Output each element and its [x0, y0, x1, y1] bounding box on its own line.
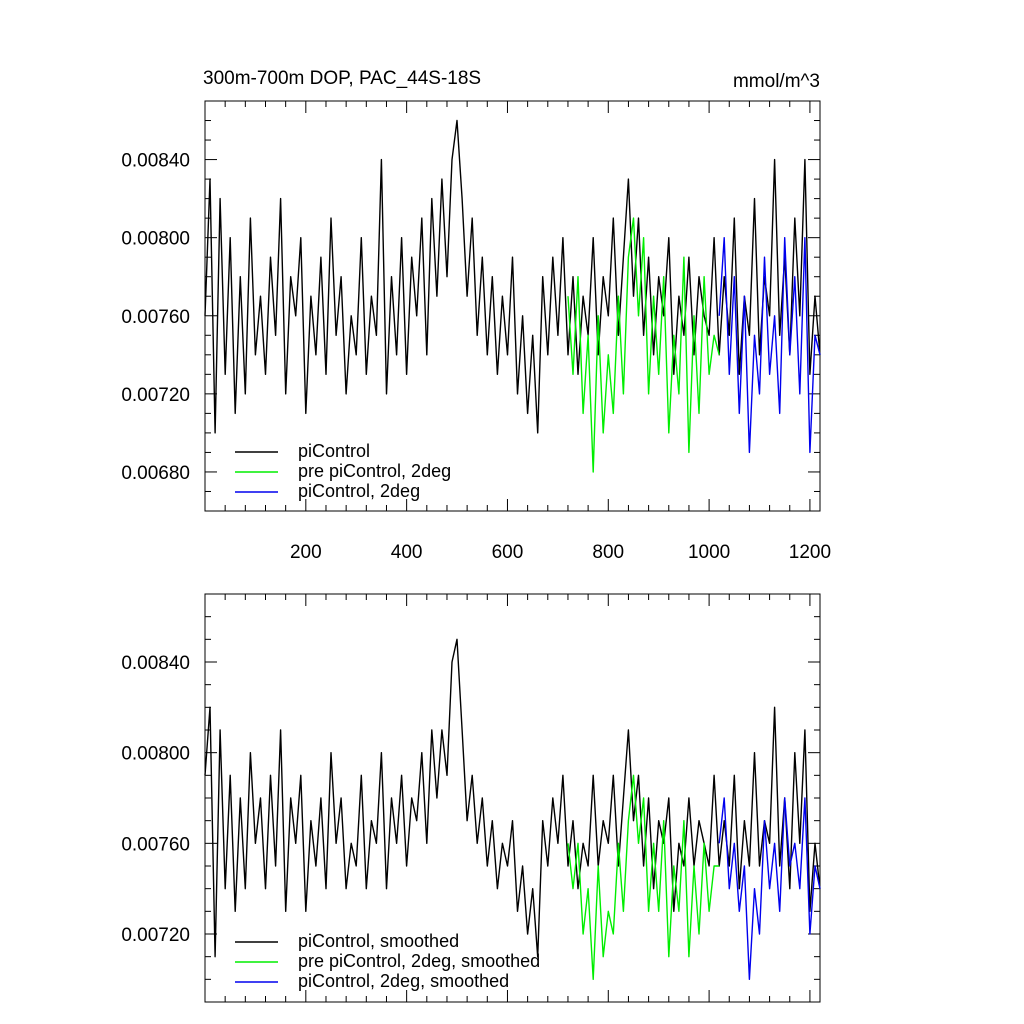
y-tick-label: 0.00680 [121, 463, 190, 484]
series-line-1 [567, 774, 720, 980]
series-line-1 [567, 217, 720, 473]
legend-label: pre piControl, 2deg [298, 461, 451, 481]
y-tick-label: 0.00760 [121, 307, 190, 328]
y-tick-label: 0.00840 [121, 653, 190, 674]
y-tick-label: 0.00760 [121, 834, 190, 855]
x-tick-label: 600 [492, 542, 524, 563]
x-tick-label: 200 [290, 542, 322, 563]
series-line-2 [718, 797, 821, 980]
y-tick-label: 0.00800 [121, 229, 190, 250]
series-line-2 [718, 236, 821, 454]
legend-label: piControl [298, 441, 370, 461]
legend-label: pre piControl, 2deg, smoothed [298, 951, 540, 971]
panel-bottom: 0.00720 0.00760 0.00800 0.00840 piControl, s… [121, 593, 821, 1003]
x-tick-label: 1200 [789, 542, 831, 563]
legend-label: piControl, 2deg, smoothed [298, 971, 509, 991]
chart-units: mmol/m^3 [733, 71, 820, 92]
x-tick-label: 1000 [688, 542, 730, 563]
y-tick-label: 0.00840 [121, 151, 190, 172]
y-tick-label: 0.00720 [121, 385, 190, 406]
chart-title: 300m-700m DOP, PAC_44S-18S [203, 68, 481, 89]
legend-label: piControl, smoothed [298, 931, 459, 951]
y-tick-label: 0.00800 [121, 744, 190, 765]
series-line-0 [204, 119, 821, 434]
x-tick-label: 400 [391, 542, 423, 563]
y-tick-label: 0.00720 [121, 925, 190, 946]
series-line-0 [204, 638, 821, 958]
x-tick-label: 800 [592, 542, 624, 563]
panel-top: 0.00680 0.00720 0.00760 0.00800 0.00840 200 40… [121, 100, 831, 563]
legend-label: piControl, 2deg [298, 481, 420, 501]
